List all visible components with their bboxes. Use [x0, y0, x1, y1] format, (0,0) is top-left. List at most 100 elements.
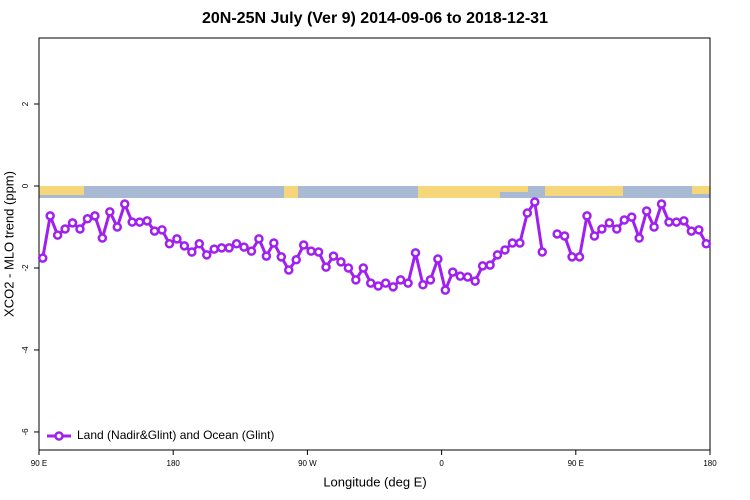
point: [537, 247, 547, 257]
x-tick-label: 180: [167, 459, 181, 468]
point: [179, 241, 190, 251]
point: [701, 239, 712, 249]
point: [202, 250, 212, 260]
point: [649, 222, 659, 232]
point: [664, 217, 674, 227]
point: [45, 211, 55, 221]
point: [403, 278, 413, 288]
x-tick-label: 90 E: [568, 459, 584, 468]
legend-label: Land (Nadir&Glint) and Ocean (Glint): [77, 428, 274, 442]
point: [142, 216, 152, 226]
point: [410, 248, 421, 258]
point: [462, 272, 473, 282]
y-tick-label: -6: [21, 428, 30, 436]
point: [60, 224, 70, 234]
point: [567, 252, 577, 262]
chart-title: 20N-25N July (Ver 9) 2014-09-06 to 2018-…: [202, 10, 548, 27]
point: [276, 252, 287, 262]
point: [619, 215, 630, 225]
point: [515, 238, 525, 248]
point: [336, 257, 346, 267]
point: [433, 254, 443, 264]
point: [52, 230, 63, 240]
point: [679, 216, 689, 226]
point: [209, 244, 219, 254]
point: [239, 242, 249, 252]
y-tick-label: -4: [21, 346, 30, 354]
point: [119, 199, 130, 209]
point: [574, 252, 585, 262]
point: [187, 247, 197, 257]
x-tick-label: 180: [703, 459, 717, 468]
legend-marker: [54, 431, 64, 441]
point: [224, 243, 234, 253]
point: [328, 251, 339, 261]
point: [134, 217, 145, 227]
point: [694, 225, 704, 235]
point: [112, 222, 123, 232]
point: [589, 231, 600, 241]
point: [97, 233, 108, 243]
point: [686, 226, 697, 236]
point: [656, 199, 667, 209]
x-tick-label: 0: [439, 459, 444, 468]
point: [395, 275, 406, 285]
point: [313, 247, 324, 257]
point: [172, 234, 182, 244]
point: [254, 234, 264, 244]
point: [582, 211, 592, 221]
point: [388, 282, 398, 292]
point: [75, 224, 85, 234]
point: [485, 260, 495, 270]
point: [269, 238, 279, 248]
point: [67, 218, 78, 228]
point: [530, 197, 540, 207]
point: [470, 276, 480, 286]
x-tick-label: 90 W: [298, 459, 317, 468]
point: [597, 224, 607, 234]
point: [418, 280, 428, 290]
land-ocean-strip: [39, 186, 710, 198]
point: [231, 239, 242, 249]
point: [37, 253, 48, 263]
x-axis-label: Longitude (deg E): [323, 474, 426, 489]
series-line: [41, 200, 708, 292]
point: [149, 226, 160, 236]
point: [552, 229, 562, 239]
point: [448, 267, 458, 277]
point: [216, 243, 227, 253]
point: [612, 224, 622, 234]
point: [440, 285, 451, 295]
point: [425, 275, 436, 285]
y-tick-label: -2: [21, 264, 30, 272]
point: [321, 262, 331, 272]
point: [291, 255, 301, 265]
point: [366, 278, 376, 288]
point: [634, 233, 644, 243]
point: [105, 207, 115, 217]
point: [246, 246, 257, 256]
point: [127, 217, 137, 227]
point: [298, 240, 309, 250]
point: [492, 250, 503, 260]
point: [604, 218, 615, 228]
point: [559, 231, 570, 241]
point: [194, 239, 205, 249]
point: [522, 208, 533, 218]
point: [477, 261, 488, 271]
point: [284, 265, 294, 275]
point: [626, 212, 637, 222]
y-tick-label: 0: [21, 183, 30, 188]
point: [671, 217, 682, 227]
plot-frame: [38, 37, 711, 451]
point: [380, 278, 391, 288]
point: [455, 271, 465, 281]
x-tick-label: 90 E: [31, 459, 47, 468]
point: [351, 275, 361, 285]
point: [306, 246, 316, 256]
point: [157, 225, 167, 235]
point: [641, 206, 652, 216]
point: [373, 281, 383, 291]
y-axis-label: XCO2 - MLO trend (ppm): [1, 171, 16, 317]
